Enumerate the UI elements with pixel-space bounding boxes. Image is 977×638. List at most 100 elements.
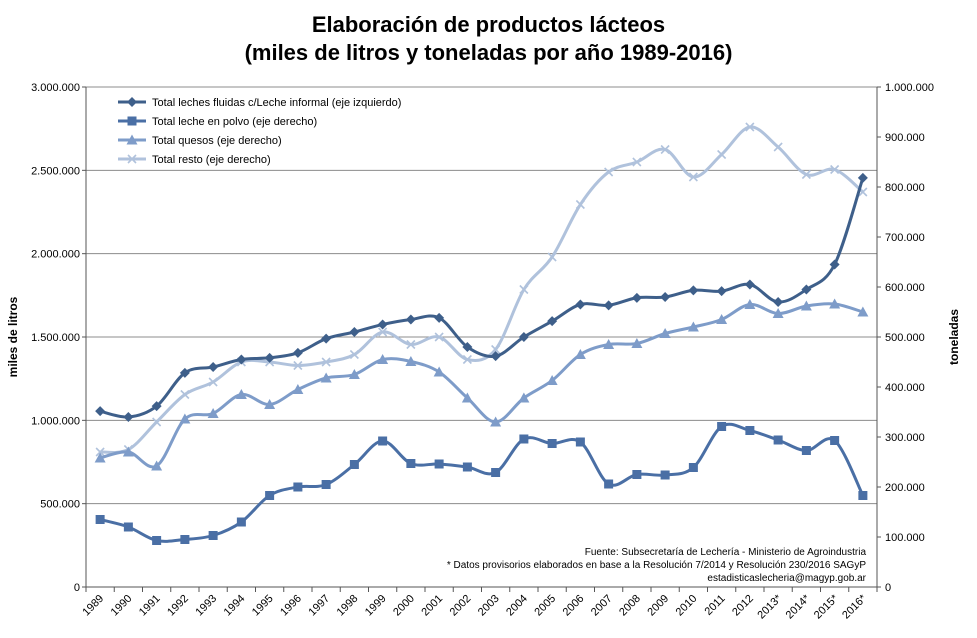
data-point-series-2 xyxy=(349,460,359,469)
data-point-series-2 xyxy=(236,517,246,527)
x-tick-label: 2006 xyxy=(561,593,587,619)
data-point-series-3 xyxy=(94,452,106,463)
x-tick-label: 2009 xyxy=(645,593,671,619)
data-point-series-4 xyxy=(293,360,303,371)
x-tick-label: 1992 xyxy=(165,593,191,619)
data-point-series-4 xyxy=(152,417,162,427)
data-point-series-4 xyxy=(321,357,331,367)
data-point-series-3 xyxy=(829,298,841,309)
series-line-1 xyxy=(99,177,865,419)
x-tick-label: 1990 xyxy=(109,593,135,619)
data-point-series-2 xyxy=(830,436,840,445)
data-point-series-2 xyxy=(123,522,133,532)
data-point-series-1 xyxy=(801,284,812,295)
x-tick-label: 2003 xyxy=(476,593,502,619)
x-tick-label: 1998 xyxy=(335,593,361,619)
x-tick-label: 1995 xyxy=(250,593,276,619)
data-point-series-4 xyxy=(801,169,811,180)
x-tick-label: 2016* xyxy=(840,592,869,621)
data-point-series-1 xyxy=(377,319,388,330)
data-point-series-1 xyxy=(688,285,699,296)
data-point-series-3 xyxy=(744,299,756,309)
data-point-series-3 xyxy=(546,375,558,385)
data-point-series-1 xyxy=(490,351,501,362)
data-point-series-1 xyxy=(434,312,445,323)
data-point-series-4 xyxy=(717,149,727,160)
data-point-series-3 xyxy=(320,372,332,383)
source-note-line: * Datos provisorios elaborados en base a… xyxy=(447,560,866,571)
data-point-series-3 xyxy=(292,384,304,394)
y-axis-right-label: toneladas xyxy=(947,309,961,365)
data-point-series-2 xyxy=(462,462,472,472)
data-point-series-3 xyxy=(857,306,869,317)
x-tick-label: 1999 xyxy=(363,593,389,619)
data-point-series-3 xyxy=(179,413,191,424)
x-tick-label: 1993 xyxy=(193,593,219,619)
legend-label: Total resto (eje derecho) xyxy=(152,154,271,166)
data-point-series-2 xyxy=(378,436,388,446)
data-point-series-3 xyxy=(574,349,586,359)
data-point-series-1 xyxy=(829,259,840,270)
data-point-series-2 xyxy=(491,468,501,477)
data-point-series-3 xyxy=(490,416,502,427)
data-point-series-2 xyxy=(660,470,670,480)
data-point-series-4 xyxy=(660,144,670,155)
x-tick-label: 2005 xyxy=(532,593,558,619)
data-point-series-4 xyxy=(604,167,614,177)
data-point-series-2 xyxy=(180,535,190,544)
data-point-series-1 xyxy=(179,367,190,378)
chart-title-line-1: Elaboración de productos lácteos xyxy=(311,12,666,37)
data-point-series-3 xyxy=(659,328,671,338)
data-point-series-1 xyxy=(603,300,614,311)
data-point-series-3 xyxy=(687,321,699,332)
data-point-series-2 xyxy=(604,479,614,489)
data-point-series-1 xyxy=(236,354,247,365)
data-point-series-1 xyxy=(321,333,332,344)
data-point-series-2 xyxy=(717,422,727,431)
x-tick-label: 2002 xyxy=(448,593,474,619)
data-point-series-2 xyxy=(265,491,275,500)
data-point-series-3 xyxy=(433,366,445,377)
x-tick-label: 1996 xyxy=(278,593,304,619)
x-tick-label: 2004 xyxy=(504,593,530,619)
y-axis-left-label: miles de litros xyxy=(6,296,20,377)
series-line-2 xyxy=(99,422,865,543)
x-tick-label: 2010 xyxy=(674,593,700,619)
data-point-series-4 xyxy=(830,164,840,175)
data-point-series-1 xyxy=(744,279,755,290)
data-point-series-1 xyxy=(95,406,106,417)
data-point-series-2 xyxy=(293,482,303,492)
right-tick-label: 300.000 xyxy=(885,432,925,444)
data-point-series-3 xyxy=(235,389,247,399)
x-tick-label: 2007 xyxy=(589,593,615,619)
right-tick-label: 200.000 xyxy=(885,482,925,494)
data-point-series-1 xyxy=(716,286,727,297)
legend-swatch-marker xyxy=(127,154,137,164)
right-tick-label: 700.000 xyxy=(885,232,925,244)
left-tick-label: 0 xyxy=(74,582,80,594)
left-tick-label: 2.000.000 xyxy=(31,249,80,261)
right-tick-label: 400.000 xyxy=(885,382,925,394)
data-point-series-4 xyxy=(95,447,105,457)
data-point-series-3 xyxy=(518,392,530,403)
data-point-series-2 xyxy=(152,536,162,545)
chart-title-line-2: (miles de litros y toneladas por año 198… xyxy=(244,40,733,65)
right-tick-label: 800.000 xyxy=(885,182,925,194)
x-tick-label: 1994 xyxy=(222,593,248,619)
data-point-series-3 xyxy=(405,356,417,366)
x-tick-label: 2011 xyxy=(703,593,728,618)
data-point-series-3 xyxy=(800,300,812,311)
legend-swatch-marker xyxy=(127,116,137,126)
x-tick-label: 1997 xyxy=(306,593,332,619)
left-tick-label: 1.000.000 xyxy=(31,415,80,427)
x-tick-label: 2001 xyxy=(419,593,445,619)
source-note-line: Fuente: Subsecretaría de Lechería - Mini… xyxy=(585,547,867,558)
data-point-series-1 xyxy=(123,412,134,422)
data-point-series-2 xyxy=(208,531,218,540)
data-point-series-3 xyxy=(122,446,134,457)
right-tick-label: 100.000 xyxy=(885,532,925,544)
x-tick-label: 2014* xyxy=(784,592,813,621)
data-point-series-4 xyxy=(180,389,190,400)
data-point-series-1 xyxy=(547,316,558,327)
